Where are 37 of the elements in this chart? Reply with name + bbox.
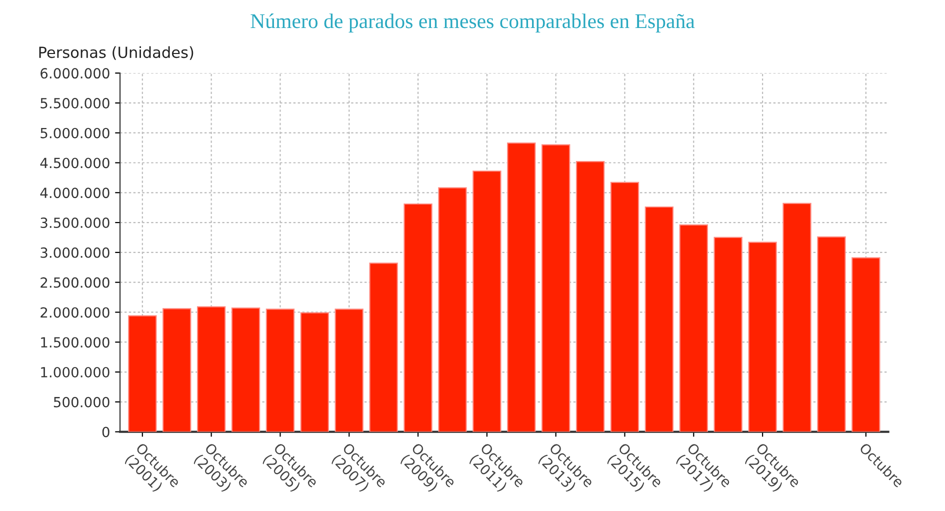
bar xyxy=(369,262,398,432)
y-tick-label: 5.000.000 xyxy=(40,128,110,138)
y-tick-label: 4.500.000 xyxy=(40,158,110,168)
y-tick-label: 6.000.000 xyxy=(40,68,110,79)
bar xyxy=(507,142,536,432)
y-axis-title: Personas (Unidades) xyxy=(39,46,194,60)
y-tick-label: 3.500.000 xyxy=(40,218,110,228)
bar xyxy=(748,242,777,432)
bar xyxy=(438,187,467,432)
y-tick-label: 4.000.000 xyxy=(40,188,110,198)
bar xyxy=(610,182,640,432)
bar xyxy=(817,236,846,432)
y-tick-label: 3.000.000 xyxy=(40,247,110,258)
bar xyxy=(404,203,432,432)
bar xyxy=(576,161,605,432)
y-tick-label: 0 xyxy=(102,426,110,438)
bar xyxy=(162,308,192,432)
bar xyxy=(196,306,226,432)
y-tick-label: 2.000.000 xyxy=(40,307,110,318)
bar xyxy=(231,307,260,432)
bar xyxy=(472,170,502,432)
y-tick-label: 1.000.000 xyxy=(41,366,110,378)
bar xyxy=(542,144,570,432)
y-tick-label: 2.500.000 xyxy=(40,277,110,288)
y-tick-label: 1.500.000 xyxy=(41,337,110,348)
bar xyxy=(679,224,708,432)
bar xyxy=(852,257,880,432)
bar xyxy=(644,206,674,432)
chart-title: Número de parados en meses comparables en España xyxy=(250,14,695,32)
bar xyxy=(128,315,157,432)
bar xyxy=(714,236,742,432)
y-tick-label: 5.500.000 xyxy=(40,98,110,108)
bar xyxy=(334,308,364,432)
bar xyxy=(300,312,330,432)
y-tick-label: 500.000 xyxy=(54,396,110,408)
bar xyxy=(782,202,812,432)
bar xyxy=(266,308,295,432)
